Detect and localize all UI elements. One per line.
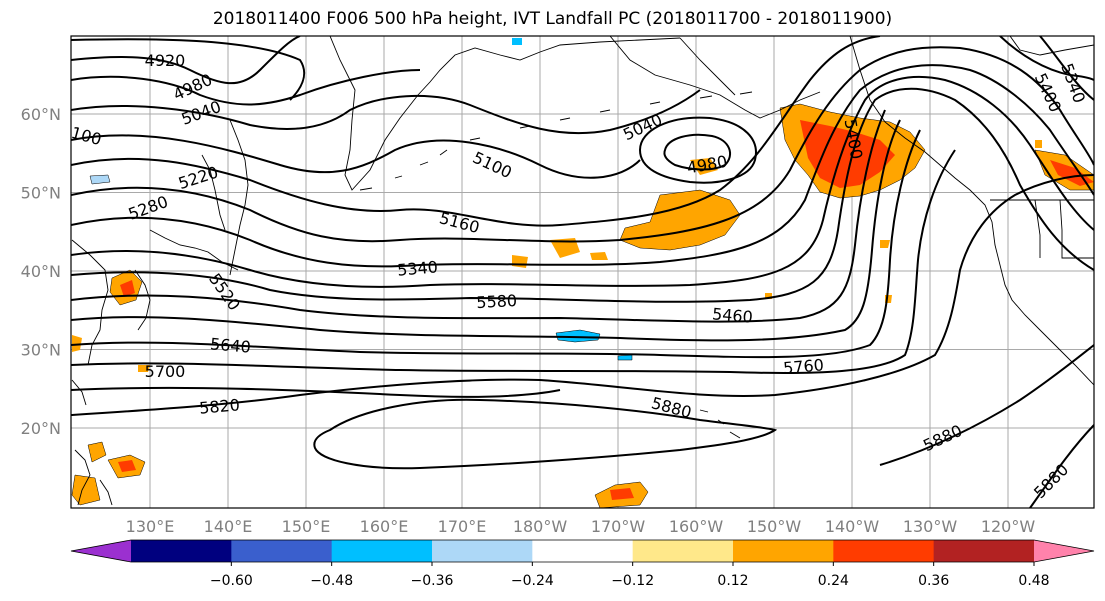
- colorbar-tick-label: 0.12: [717, 573, 748, 589]
- colorbar-tick-label: −0.48: [310, 573, 353, 589]
- map-title: 2018011400 F006 500 hPa height, IVT Land…: [212, 9, 893, 29]
- colorbar-tick-label: −0.36: [411, 573, 454, 589]
- colorbar-extend-low: [71, 540, 131, 562]
- longitude-tick-label: 170°W: [591, 517, 646, 536]
- colorbar-segment: [131, 540, 232, 562]
- colorbar-tick-label: 0.36: [918, 573, 949, 589]
- colorbar-tick-label: 0.24: [818, 573, 849, 589]
- longitude-tick-label: 130°E: [126, 517, 175, 536]
- colorbar-segment: [733, 540, 834, 562]
- contour-label: 5340: [396, 257, 438, 279]
- colorbar-segment: [231, 540, 333, 562]
- colorbar-tick-label: −0.24: [511, 573, 554, 589]
- colorbar-outline: [70, 539, 1095, 563]
- contour-label: 4920: [145, 51, 186, 70]
- longitude-labels: 130°E 140°E 150°E 160°E 170°E 180°W 170°W 160°W…: [126, 517, 1036, 536]
- latitude-tick-label: 60°N: [21, 105, 61, 124]
- longitude-tick-label: 150°W: [747, 517, 802, 536]
- longitude-tick-label: 140°W: [825, 517, 880, 536]
- colorbar-segment: [532, 540, 634, 562]
- latitude-tick-label: 40°N: [21, 262, 61, 281]
- colorbar-extend-high: [1034, 540, 1094, 562]
- longitude-tick-label: 150°E: [282, 517, 331, 536]
- colorbar: −0.60 −0.48 −0.36 −0.24 −0.12 0.12 0.24 0.36 0.4…: [70, 539, 1095, 589]
- contour-label: 5700: [145, 362, 186, 381]
- height-contours: [71, 36, 1094, 508]
- coastlines: [71, 36, 1094, 506]
- colorbar-segment: [432, 540, 533, 562]
- latitude-tick-label: 30°N: [21, 341, 61, 360]
- contour-label: 5760: [782, 355, 824, 377]
- longitude-tick-label: 170°E: [438, 517, 487, 536]
- longitude-tick-label: 180°W: [513, 517, 568, 536]
- colorbar-segment: [331, 540, 433, 562]
- colorbar-tick-label: −0.12: [611, 573, 654, 589]
- map-background: [71, 36, 1094, 508]
- colorbar-segment: [632, 540, 734, 562]
- colorbar-segment: [833, 540, 935, 562]
- contour-label: 5580: [476, 291, 518, 312]
- colorbar-segment: [933, 540, 1035, 562]
- contour-label: 5640: [209, 334, 251, 356]
- contour-label: 5460: [711, 304, 753, 326]
- longitude-tick-label: 160°E: [360, 517, 409, 536]
- longitude-tick-label: 120°W: [981, 517, 1036, 536]
- colorbar-tick-label: −0.60: [210, 573, 253, 589]
- latitude-labels: 60°N 50°N 40°N 30°N 20°N: [21, 105, 61, 438]
- longitude-tick-label: 160°W: [669, 517, 724, 536]
- latitude-tick-label: 20°N: [21, 419, 61, 438]
- longitude-tick-label: 130°W: [903, 517, 958, 536]
- contour-label: 5820: [198, 395, 240, 417]
- longitude-tick-label: 140°E: [204, 517, 253, 536]
- map-frame: [70, 35, 1095, 509]
- latitude-tick-label: 50°N: [21, 184, 61, 203]
- colorbar-tick-label: 0.48: [1018, 573, 1049, 589]
